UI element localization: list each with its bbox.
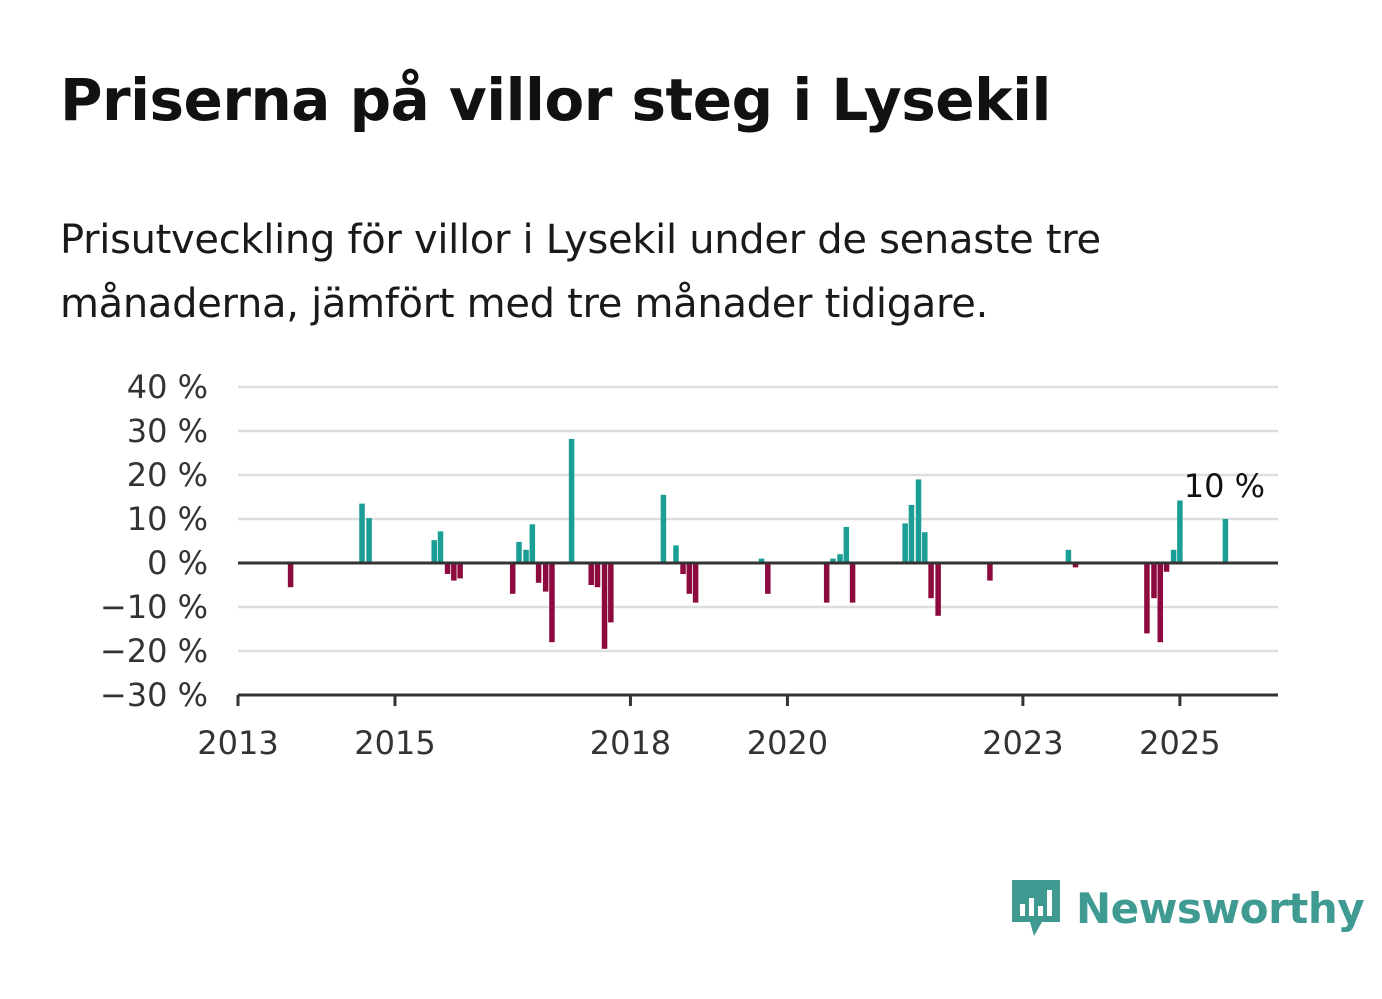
bars (287, 438, 1229, 649)
bar (843, 526, 850, 563)
bar-chart: 40 %30 %20 %10 %0 %−10 %−20 %−30 % 2013 2… (100, 368, 1278, 762)
y-tick-label: −10 % (100, 588, 208, 626)
x-tick-label: 2015 (354, 724, 435, 762)
bar (830, 558, 836, 563)
bar (594, 563, 601, 588)
bar (915, 479, 922, 563)
bar (549, 563, 555, 643)
brand-logo: Newsworthy (1010, 878, 1365, 938)
bar (692, 563, 699, 603)
axes (236, 561, 1278, 706)
bar (451, 563, 457, 581)
y-tick-label: −30 % (100, 676, 208, 714)
bar (686, 563, 693, 594)
bar (1177, 500, 1183, 563)
y-tick-label: −20 % (100, 632, 208, 670)
grid-lines (238, 385, 1278, 653)
bar (1151, 563, 1157, 599)
bar (359, 503, 365, 563)
y-axis-labels: 40 % 30 % 20 % 10 % 0 % −10 % −20 % −30 % (100, 368, 208, 714)
bar (542, 563, 549, 592)
bar (568, 438, 575, 563)
bar (1065, 549, 1072, 563)
bar (1072, 563, 1079, 568)
bar (444, 563, 451, 574)
bar (366, 518, 372, 563)
bar (849, 563, 856, 603)
bar (673, 545, 679, 563)
x-tick-label: 2018 (590, 724, 671, 762)
bar (588, 563, 594, 585)
newsworthy-logo-icon (1012, 880, 1060, 936)
bar (1144, 563, 1150, 634)
bar (837, 554, 843, 563)
bar (529, 524, 536, 563)
bar (437, 531, 444, 563)
bar (823, 563, 830, 603)
x-tick-label: 2023 (982, 724, 1063, 762)
bar (660, 494, 667, 563)
bar (287, 563, 294, 588)
bar (516, 541, 522, 563)
bar (535, 563, 542, 583)
x-tick-label: 2020 (747, 724, 828, 762)
bar (935, 563, 941, 616)
x-tick-label: 2025 (1139, 724, 1220, 762)
bar (987, 563, 993, 581)
brand-name: Newsworthy (1076, 883, 1365, 933)
y-tick-label: 40 % (127, 368, 208, 406)
chart-title: Priserna på villor steg i Lysekil (60, 66, 1051, 134)
bar (608, 563, 614, 623)
chart-subtitle: Prisutveckling för villor i Lysekil unde… (60, 217, 1101, 327)
last-value-annotation: 10 % (1184, 467, 1265, 505)
x-axis-labels: 2013 2015 2018 2020 2023 2025 (197, 724, 1220, 762)
y-tick-label: 20 % (127, 456, 208, 494)
bar (908, 504, 915, 563)
x-tick-label: 2013 (197, 724, 278, 762)
bar (902, 523, 908, 563)
bar (601, 563, 608, 649)
bar (758, 558, 765, 563)
bar (457, 563, 463, 579)
bar (1163, 563, 1170, 572)
y-tick-label: 0 % (147, 544, 208, 582)
y-tick-label: 10 % (127, 500, 208, 538)
bar (1157, 563, 1164, 643)
bar (928, 563, 934, 599)
bar (922, 532, 928, 563)
bar (680, 563, 686, 574)
bar (509, 563, 516, 594)
bar (765, 563, 771, 594)
bar (1170, 549, 1177, 563)
bar (431, 540, 437, 563)
y-tick-label: 30 % (127, 412, 208, 450)
bar (1222, 519, 1229, 563)
bar (523, 549, 529, 563)
